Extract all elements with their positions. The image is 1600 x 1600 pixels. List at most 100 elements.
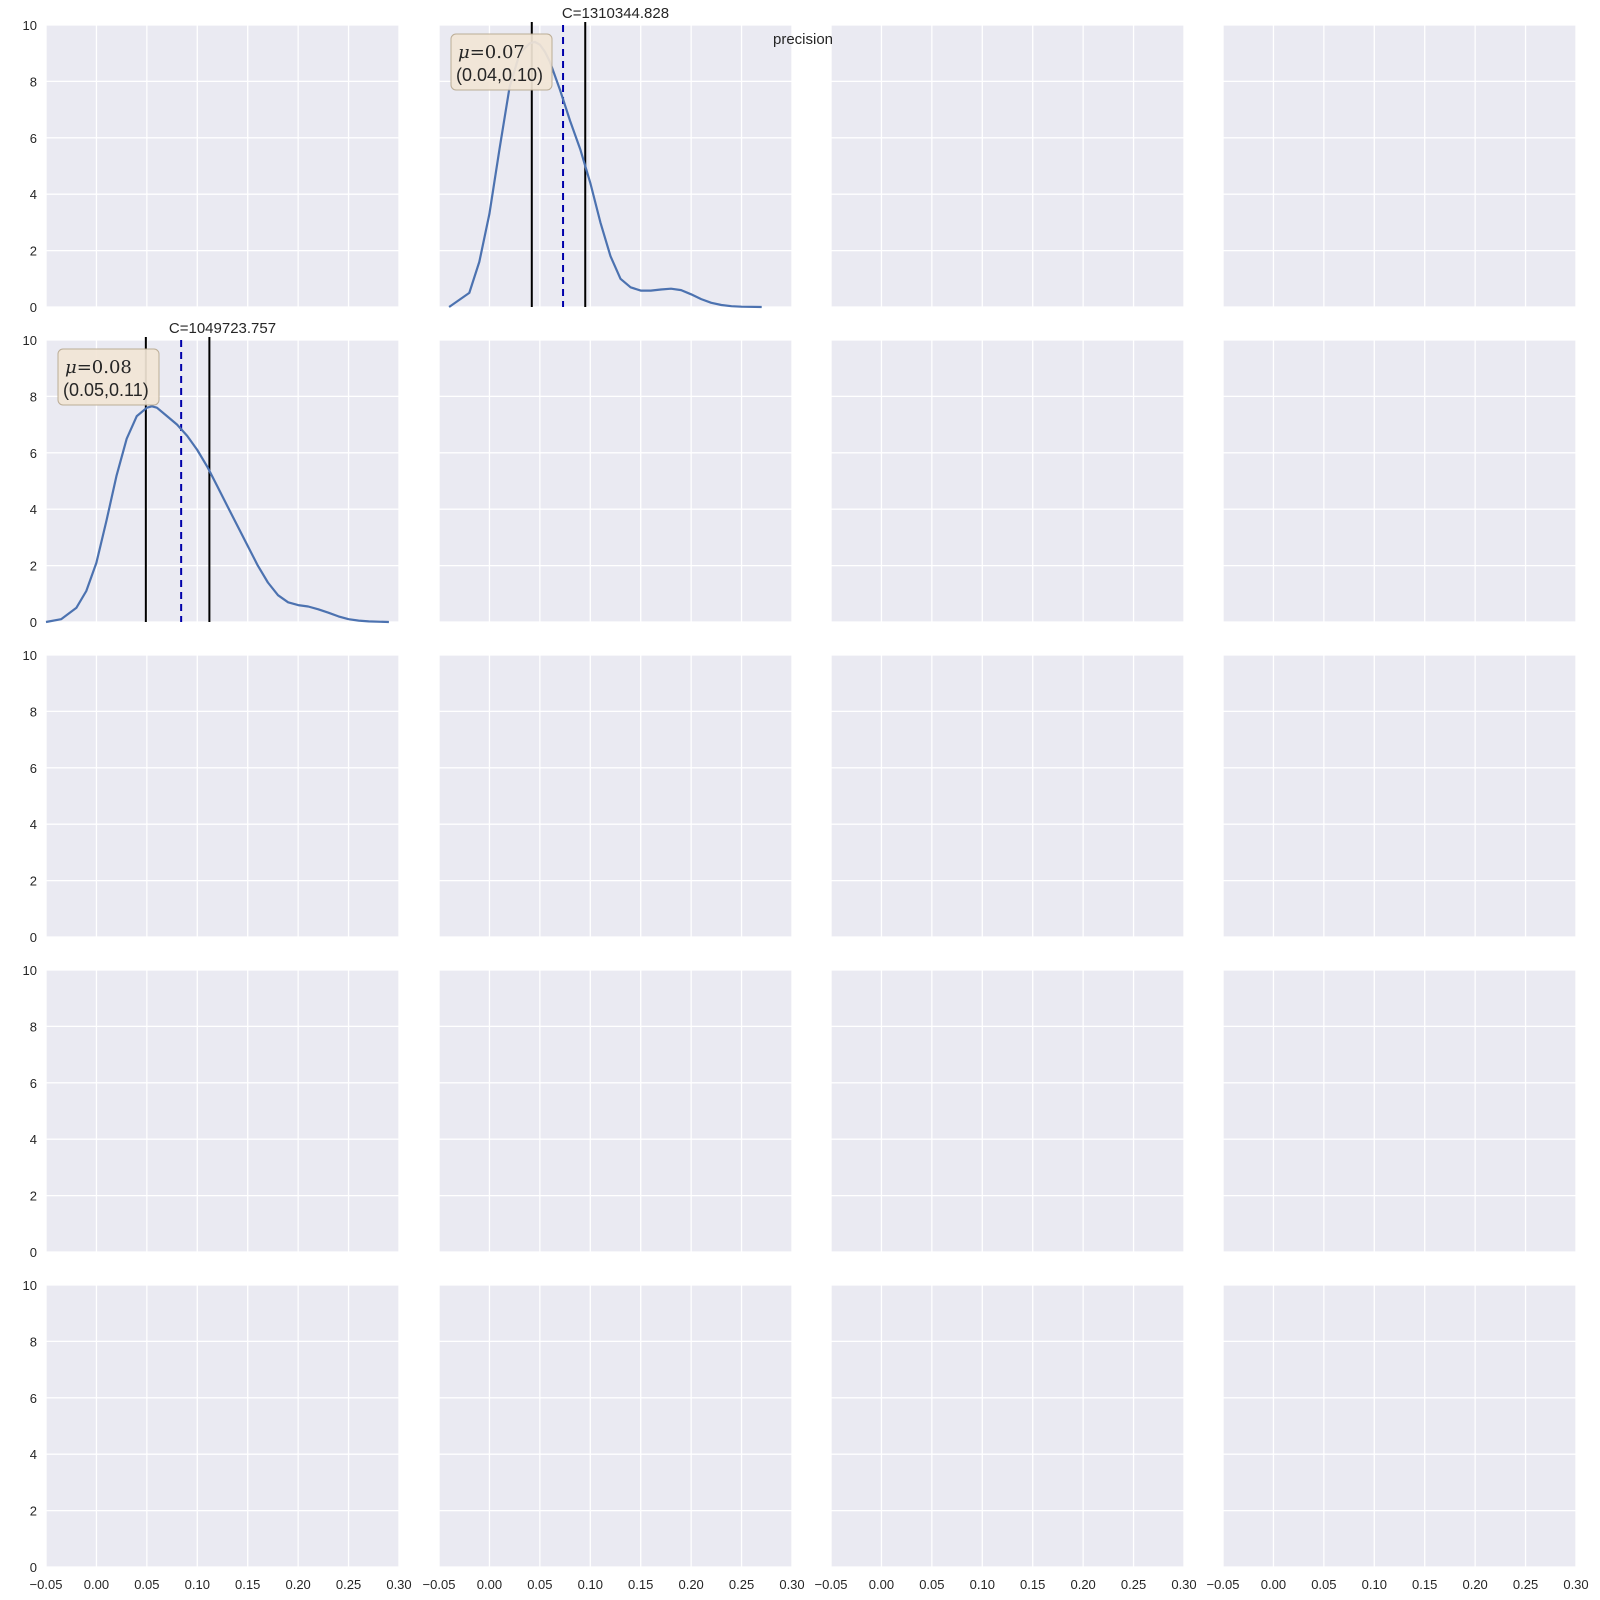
x-tick-label: 0.30 [779, 1577, 804, 1592]
subplot-title: C=1310344.828 [562, 5, 669, 22]
subplot-r4-c2: −0.05 0.00 0.05 0.10 0.15 0.20 0.25 0.30 [815, 1284, 1197, 1592]
annotation-box [57, 348, 160, 406]
subplot-r3-c1 [438, 969, 793, 1253]
subplot-r0-c0: 0 2 4 6 8 10 [23, 18, 400, 315]
subplot-r3-c2 [830, 969, 1185, 1253]
subplot-r4-c0: 0 2 4 6 8 10 −0.05 0.00 0.05 0.10 0.15 0.20 0.25 0.30 [23, 1278, 412, 1592]
x-tick-label: 0.00 [477, 1577, 502, 1592]
subplot-r0-c3 [1222, 24, 1577, 308]
mu-symbol: μ [65, 357, 77, 378]
y-tick-label: 2 [30, 1504, 37, 1519]
x-tick-label: −0.05 [1207, 1577, 1240, 1592]
subplot-r2-c1 [438, 654, 793, 938]
plot-area [46, 655, 399, 937]
x-tick-label: 0.00 [869, 1577, 894, 1592]
x-tick-label: −0.05 [815, 1577, 848, 1592]
plot-area [1223, 25, 1576, 307]
x-tick-label: 0.10 [578, 1577, 603, 1592]
subplot-r2-c3 [1222, 654, 1577, 938]
subplot-r0-c1: C=1310344.828 μ=0.07(0.04,0.10) [438, 5, 793, 309]
plot-area [1223, 655, 1576, 937]
subplot-r3-c0: 0 2 4 6 8 10 [23, 963, 400, 1260]
y-tick-label: 6 [30, 761, 37, 776]
x-tick-label: 0.30 [386, 1577, 411, 1592]
x-tick-label: 0.15 [628, 1577, 653, 1592]
y-tick-label: 4 [30, 1132, 37, 1147]
x-tick-label: 0.20 [1462, 1577, 1487, 1592]
density-curve [45, 405, 389, 624]
x-tick-label: 0.20 [285, 1577, 310, 1592]
subplot-r4-c1: −0.05 0.00 0.05 0.10 0.15 0.20 0.25 0.30 [423, 1284, 805, 1592]
x-tick-label: 0.15 [1412, 1577, 1437, 1592]
plot-area [439, 340, 792, 622]
x-tick-label: 0.30 [1171, 1577, 1196, 1592]
plot-area [831, 655, 1184, 937]
plot-area [1223, 340, 1576, 622]
x-tick-label: 0.10 [185, 1577, 210, 1592]
y-tick-label: 10 [23, 333, 37, 348]
plot-area [46, 1285, 399, 1567]
y-tick-label: 4 [30, 187, 37, 202]
y-tick-label: 6 [30, 446, 37, 461]
x-tick-label: 0.25 [1513, 1577, 1538, 1592]
plot-area [1223, 1285, 1576, 1567]
x-tick-label: 0.25 [336, 1577, 361, 1592]
figure-label: precision [773, 31, 833, 48]
y-tick-label: 4 [30, 817, 37, 832]
ci-annotation: (0.05,0.11) [63, 380, 149, 400]
plot-area [439, 970, 792, 1252]
y-tick-label: 2 [30, 1189, 37, 1204]
y-tick-label: 0 [30, 930, 37, 945]
ci-annotation: (0.04,0.10) [456, 65, 543, 85]
y-tick-label: 6 [30, 1391, 37, 1406]
plot-area [1223, 970, 1576, 1252]
mu-annotation: μ=0.07 [458, 42, 525, 63]
x-tick-label: 0.15 [235, 1577, 260, 1592]
y-tick-label: 8 [30, 1019, 37, 1034]
subplot-r2-c0: 0 2 4 6 8 10 [23, 648, 400, 945]
subplot-r2-c2 [830, 654, 1185, 938]
y-tick-label: 8 [30, 74, 37, 89]
plot-area [439, 655, 792, 937]
subplot-r1-c0: 0 2 4 6 8 10 C=1049723.757 μ=0.08(0.05,0.11) [23, 320, 400, 630]
plot-area [831, 25, 1184, 307]
mu-symbol: μ [458, 42, 470, 63]
x-tick-label: −0.05 [423, 1577, 456, 1592]
x-tick-label: 0.05 [134, 1577, 159, 1592]
mu-value: =0.07 [470, 42, 525, 63]
x-tick-label: −0.05 [30, 1577, 63, 1592]
mu-value: =0.08 [77, 357, 132, 378]
x-tick-label: 0.25 [729, 1577, 754, 1592]
y-tick-label: 6 [30, 131, 37, 146]
y-tick-label: 6 [30, 1076, 37, 1091]
x-tick-label: 0.00 [1261, 1577, 1286, 1592]
y-tick-label: 10 [23, 963, 37, 978]
plot-area [46, 970, 399, 1252]
y-tick-label: 4 [30, 502, 37, 517]
subplot-title: C=1049723.757 [169, 320, 276, 337]
x-tick-label: 0.20 [678, 1577, 703, 1592]
y-tick-label: 10 [23, 1278, 37, 1293]
x-tick-label: 0.05 [527, 1577, 552, 1592]
x-tick-label: 0.10 [970, 1577, 995, 1592]
plot-area [831, 970, 1184, 1252]
subplot-r3-c3 [1222, 969, 1577, 1253]
y-tick-label: 8 [30, 389, 37, 404]
x-tick-label: 0.00 [84, 1577, 109, 1592]
x-tick-label: 0.05 [919, 1577, 944, 1592]
y-tick-label: 2 [30, 874, 37, 889]
plot-area [831, 1285, 1184, 1567]
subplot-r4-c3: −0.05 0.00 0.05 0.10 0.15 0.20 0.25 0.30 [1207, 1284, 1589, 1592]
y-tick-label: 4 [30, 1447, 37, 1462]
x-tick-label: 0.20 [1070, 1577, 1095, 1592]
plot-area [439, 1285, 792, 1567]
subplot-r1-c3 [1222, 339, 1577, 623]
x-tick-label: 0.05 [1311, 1577, 1336, 1592]
y-tick-label: 2 [30, 559, 37, 574]
y-tick-label: 0 [30, 615, 37, 630]
x-tick-label: 0.15 [1020, 1577, 1045, 1592]
plot-area [831, 340, 1184, 622]
y-tick-label: 8 [30, 1334, 37, 1349]
y-tick-label: 0 [30, 300, 37, 315]
